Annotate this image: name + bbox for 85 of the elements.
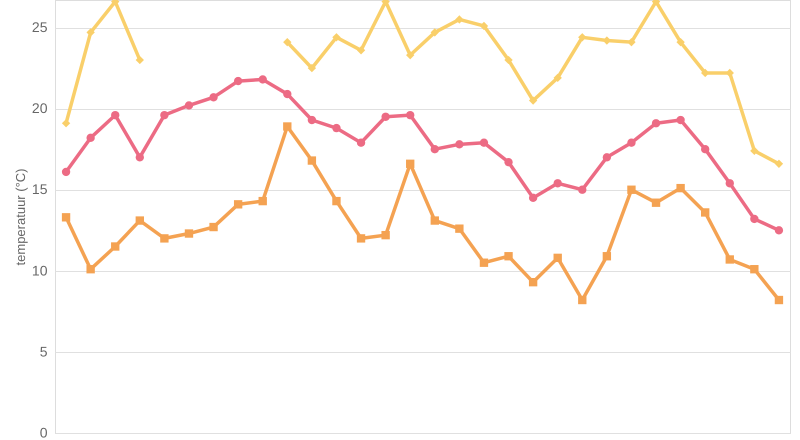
point (676, 116, 685, 124)
point (480, 138, 488, 147)
point (701, 208, 710, 217)
point (332, 124, 341, 132)
point (234, 200, 242, 209)
point (504, 56, 513, 64)
y-axis-title: temperatuur (°C) (12, 168, 28, 266)
point (455, 224, 464, 233)
point (554, 254, 562, 262)
point (701, 145, 710, 154)
point (184, 101, 194, 110)
point (602, 153, 612, 162)
point (406, 110, 414, 120)
point (750, 214, 759, 224)
point (528, 278, 538, 286)
point (554, 74, 562, 82)
point (480, 258, 488, 267)
point (356, 234, 366, 243)
point (332, 196, 341, 206)
point (356, 46, 366, 54)
point (308, 156, 316, 165)
y-tick-label: 0 (40, 424, 48, 440)
y-tick-label: 25 (32, 19, 48, 36)
point (652, 198, 660, 207)
point (504, 158, 513, 166)
point (750, 265, 759, 274)
point (504, 252, 513, 260)
point (774, 226, 784, 234)
point (283, 38, 292, 46)
point (676, 184, 685, 192)
point (283, 122, 292, 131)
point (86, 28, 95, 37)
point (160, 234, 169, 243)
point (136, 56, 144, 64)
point (381, 230, 390, 240)
y-tick-label: 10 (32, 262, 48, 278)
point (234, 76, 242, 86)
point (455, 15, 464, 24)
point (136, 216, 144, 225)
y-tick-label: 20 (32, 100, 48, 116)
point (430, 28, 439, 37)
point (184, 229, 194, 238)
point (62, 213, 70, 222)
point (308, 116, 316, 124)
point (258, 75, 267, 84)
point (86, 134, 95, 142)
point (381, 112, 390, 121)
point (406, 160, 414, 168)
point (652, 119, 660, 128)
point (209, 93, 218, 102)
point (308, 64, 316, 72)
point (676, 38, 685, 46)
point (578, 33, 586, 42)
point (578, 296, 586, 304)
point (111, 242, 120, 251)
point (578, 186, 586, 194)
point (406, 50, 414, 60)
point (455, 140, 464, 149)
point (430, 216, 439, 225)
point (283, 90, 292, 98)
point (554, 179, 562, 188)
point (627, 186, 636, 194)
point (602, 252, 612, 260)
point (726, 255, 734, 264)
point (774, 296, 784, 304)
point (258, 196, 267, 206)
point (86, 265, 95, 274)
point (356, 138, 366, 147)
point (209, 222, 218, 232)
point (528, 96, 538, 105)
point (627, 138, 636, 147)
point (774, 160, 784, 168)
point (160, 110, 169, 120)
point (480, 22, 488, 30)
point (430, 145, 439, 154)
point (750, 146, 759, 156)
point (62, 119, 70, 128)
point (111, 110, 120, 120)
point (332, 33, 341, 42)
point (62, 168, 70, 176)
point (726, 179, 734, 188)
y-tick-label: 15 (32, 181, 48, 198)
point (136, 153, 144, 162)
y-tick-label: 5 (40, 343, 48, 360)
point (528, 194, 538, 202)
